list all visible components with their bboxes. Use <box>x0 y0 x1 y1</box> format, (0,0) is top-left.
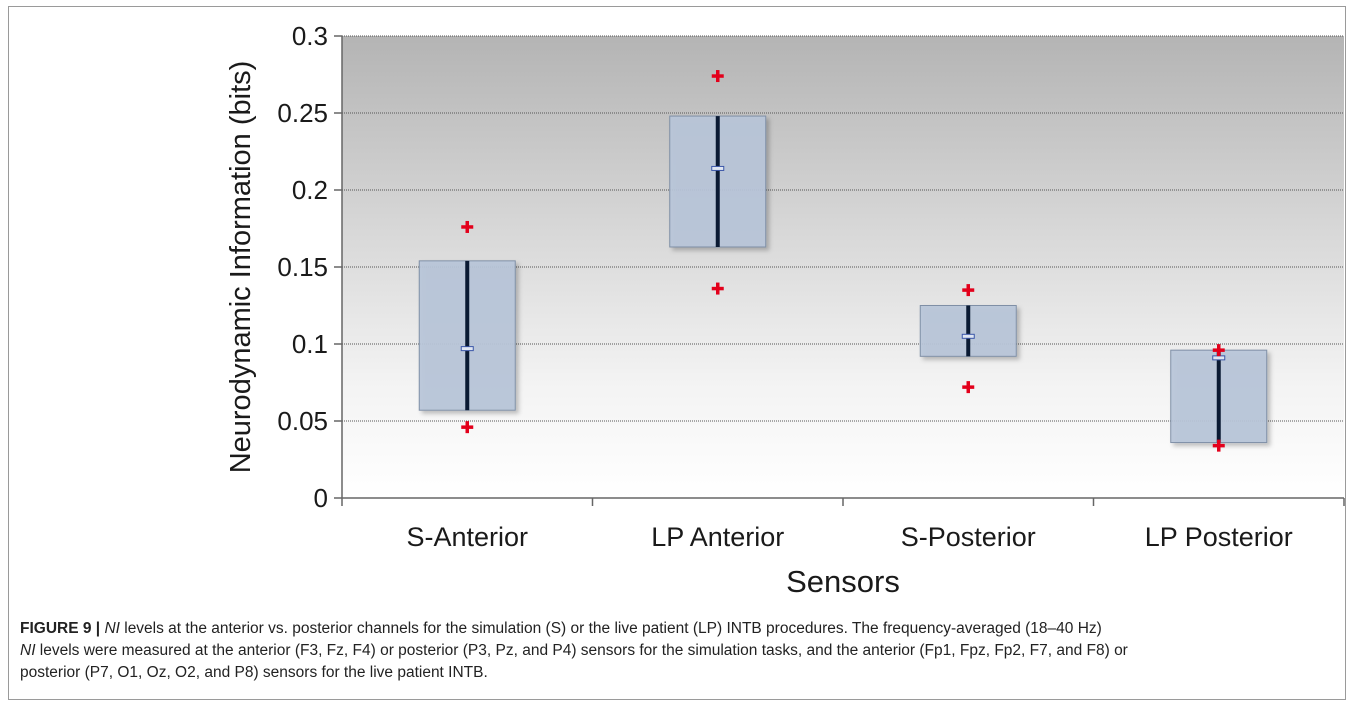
figure-frame <box>8 6 1346 700</box>
outlier-marker <box>962 381 975 394</box>
y-tick-label: 0.15 <box>277 252 328 282</box>
axes <box>334 35 1345 506</box>
x-tick-label: S-Posterior <box>901 522 1036 552</box>
boxes <box>418 70 1268 452</box>
y-tick-label: 0 <box>314 483 328 513</box>
x-tick-label: LP Anterior <box>651 522 784 552</box>
ni-term: NI <box>20 642 36 659</box>
figure-caption: FIGURE 9 | NI levels at the anterior vs.… <box>20 618 1336 684</box>
caption-line-3: posterior (P7, O1, Oz, O2, and P8) senso… <box>20 662 1336 684</box>
figure-label: FIGURE 9 | <box>20 620 105 637</box>
caption-text: levels were measured at the anterior (F3… <box>35 642 1128 659</box>
outlier-marker <box>711 282 724 295</box>
x-tick-label: LP Posterior <box>1145 522 1293 552</box>
median-marker <box>711 165 725 171</box>
axis-labels: 0 0.05 0.1 0.15 0.2 0.25 0.3 S-Anterior LP Anter… <box>225 21 1293 599</box>
outlier-marker <box>1212 344 1225 357</box>
y-axis-title: Neurodynamic Information (bits) <box>225 61 257 474</box>
median-marker <box>460 346 474 352</box>
outlier-marker <box>461 220 474 233</box>
outlier-marker <box>461 421 474 434</box>
caption-text: posterior (P7, O1, Oz, O2, and P8) senso… <box>20 664 488 681</box>
y-tick-label: 0.05 <box>277 406 328 436</box>
y-tick-label: 0.25 <box>277 98 328 128</box>
outlier-marker <box>711 70 724 83</box>
y-tick-label: 0.1 <box>292 329 328 359</box>
median-marker <box>1212 355 1226 361</box>
caption-line-2: NI levels were measured at the anterior … <box>20 640 1336 662</box>
outlier-marker <box>962 284 975 297</box>
y-tick-label: 0.3 <box>292 21 328 51</box>
boxplot-chart: 0 0.05 0.1 0.15 0.2 0.25 0.3 S-Anterior LP Anter… <box>225 21 1345 599</box>
caption-line-1: FIGURE 9 | NI levels at the anterior vs.… <box>20 618 1336 640</box>
ni-term: NI <box>104 620 120 637</box>
caption-text: levels at the anterior vs. posterior cha… <box>119 620 1102 637</box>
y-tick-label: 0.2 <box>292 175 328 205</box>
x-tick-label: S-Anterior <box>406 522 528 552</box>
outlier-marker <box>1212 439 1225 452</box>
x-axis-title: Sensors <box>786 564 900 599</box>
median-marker <box>961 333 975 339</box>
